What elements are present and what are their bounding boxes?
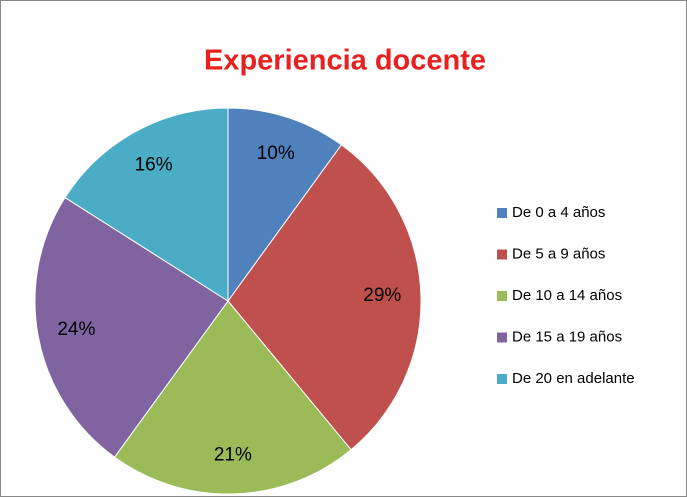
data-label: 24% bbox=[57, 319, 95, 340]
legend-label: De 20 en adelante bbox=[512, 370, 635, 387]
legend-swatch bbox=[497, 332, 507, 343]
pie-slice bbox=[227, 107, 343, 303]
legend-label: De 5 a 9 años bbox=[512, 245, 605, 262]
data-label: 29% bbox=[363, 285, 401, 306]
data-label: 21% bbox=[214, 444, 252, 465]
legend-label: De 10 a 14 años bbox=[512, 287, 622, 304]
legend-label: De 15 a 19 años bbox=[512, 328, 622, 345]
legend-swatch bbox=[497, 249, 507, 260]
data-label: 16% bbox=[135, 155, 173, 176]
pie-slice bbox=[227, 144, 422, 451]
pie-slice bbox=[34, 196, 229, 458]
legend-swatch bbox=[497, 374, 507, 384]
pie-slice bbox=[113, 300, 352, 495]
data-label: 10% bbox=[257, 143, 295, 164]
chart-title: Experiencia docente bbox=[204, 45, 486, 77]
legend-swatch bbox=[497, 208, 507, 218]
legend-swatch bbox=[497, 291, 507, 301]
legend-label: De 0 a 4 años bbox=[512, 204, 605, 221]
pie-slice bbox=[64, 107, 229, 302]
